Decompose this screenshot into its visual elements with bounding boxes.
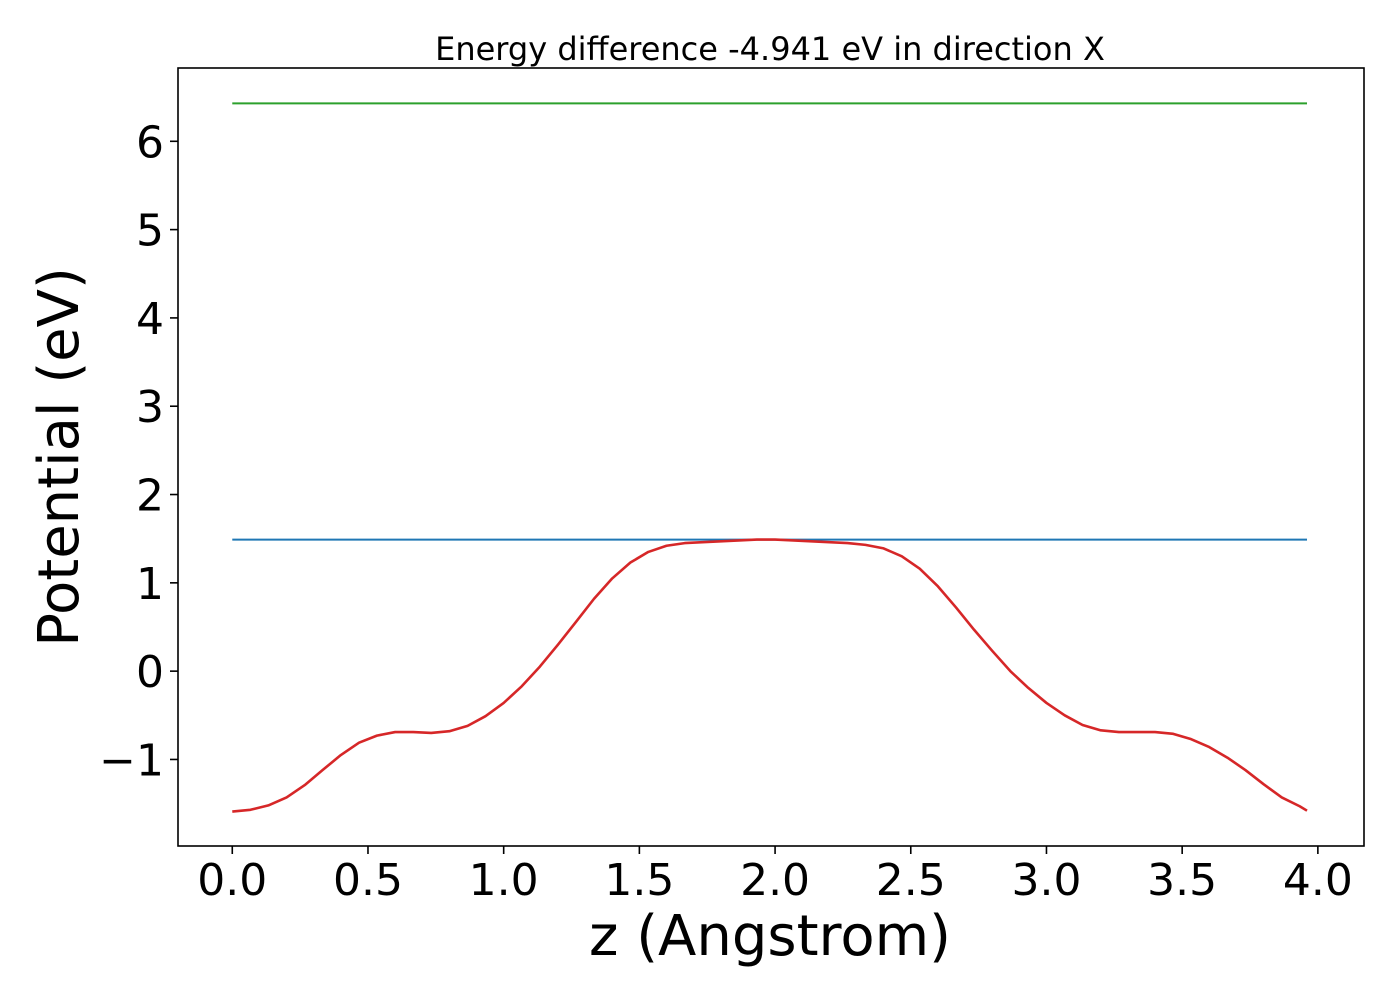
y-tick-label: −1 xyxy=(99,735,164,786)
y-tick-label: 6 xyxy=(136,117,164,168)
plot-area-frame xyxy=(177,67,1365,847)
y-tick-label: 2 xyxy=(136,471,164,522)
x-tick-label: 2.0 xyxy=(740,855,810,906)
y-axis-label: Potential (eV) xyxy=(27,267,92,647)
x-tick-label: 1.0 xyxy=(469,855,539,906)
series-layer xyxy=(232,102,1308,813)
x-tick-label: 0.0 xyxy=(197,855,267,906)
x-axis-label: z (Angstrom) xyxy=(589,904,951,969)
y-tick-label: 0 xyxy=(136,647,164,698)
x-axis-ticks: 0.0 0.5 1.0 1.5 2.0 2.5 3.0 3.5 4.0 xyxy=(197,846,1353,906)
chart-title: Energy difference -4.941 eV in direction… xyxy=(435,30,1105,68)
y-axis-ticks: −1 0 1 2 3 4 5 6 xyxy=(99,117,178,786)
y-tick-label: 1 xyxy=(136,559,164,610)
x-tick-label: 0.5 xyxy=(333,855,403,906)
y-tick-label: 5 xyxy=(136,206,164,257)
x-tick-label: 4.0 xyxy=(1283,855,1353,906)
x-tick-label: 2.5 xyxy=(876,855,946,906)
y-tick-label: 4 xyxy=(136,294,164,345)
x-tick-label: 3.0 xyxy=(1011,855,1081,906)
y-tick-label: 3 xyxy=(136,382,164,433)
series-line-2 xyxy=(232,538,1308,813)
x-tick-label: 1.5 xyxy=(604,855,674,906)
x-tick-label: 3.5 xyxy=(1147,855,1217,906)
